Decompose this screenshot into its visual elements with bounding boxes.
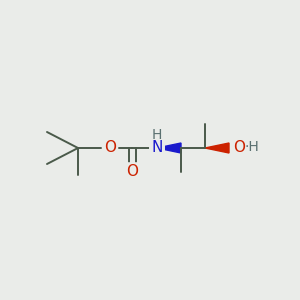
Polygon shape — [205, 143, 229, 153]
Text: H: H — [152, 128, 162, 142]
Text: N: N — [151, 140, 163, 155]
Polygon shape — [157, 143, 181, 153]
Text: O: O — [233, 140, 245, 154]
Text: O: O — [126, 164, 138, 179]
Text: O: O — [104, 140, 116, 155]
Text: ·H: ·H — [244, 140, 259, 154]
